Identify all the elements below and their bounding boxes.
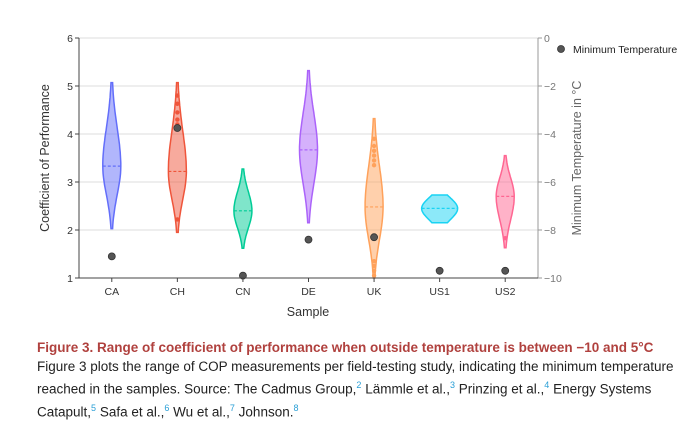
- legend-marker: [557, 45, 565, 53]
- outlier-point: [371, 163, 377, 168]
- reference-link[interactable]: 5: [91, 402, 97, 413]
- x-axis-label: Sample: [287, 305, 329, 319]
- caption-text: Safa et al.,: [96, 404, 165, 419]
- min-temperature-point: [173, 124, 182, 132]
- y2-tick-label: −6: [544, 177, 556, 189]
- y-axis-label: Coefficient of Performance: [38, 84, 52, 232]
- caption-body: Figure 3 plots the range of COP measurem…: [37, 357, 677, 421]
- violin-ch: [167, 81, 188, 234]
- y-tick-label: 1: [67, 273, 73, 285]
- outlier-point: [371, 268, 377, 273]
- y2-axis-label: Minimum Temperature in °C: [570, 81, 584, 236]
- y2-tick-label: 0: [544, 33, 550, 45]
- outlier-point: [371, 148, 377, 153]
- y-tick-label: 5: [67, 81, 73, 93]
- y-tick-label: 2: [67, 225, 73, 237]
- legend-label: Minimum Temperature: [573, 44, 677, 56]
- outlier-point: [175, 101, 180, 106]
- violin-us2: [495, 154, 515, 249]
- reference-link[interactable]: 7: [229, 402, 235, 413]
- caption-title: Figure 3. Range of coefficient of perfor…: [37, 340, 654, 355]
- legend[interactable]: Minimum Temperature: [557, 44, 678, 56]
- x-tick-label: UK: [367, 286, 382, 298]
- reference-link[interactable]: 2: [356, 380, 362, 390]
- min-temperature-point: [304, 235, 313, 244]
- y-tick-label: 3: [67, 177, 73, 189]
- outlier-point: [371, 143, 377, 149]
- violin-cn: [233, 168, 253, 249]
- y-tick-label: 6: [67, 33, 73, 45]
- outlier-point: [175, 117, 180, 122]
- outlier-point: [503, 235, 508, 241]
- violin-uk: [364, 117, 384, 279]
- caption-text: Prinzing et al.,: [455, 381, 545, 397]
- x-tick-label: DE: [301, 286, 316, 298]
- reference-link[interactable]: 4: [544, 380, 550, 390]
- outlier-point: [371, 273, 377, 278]
- min-temperature-point: [435, 266, 444, 275]
- min-temperature-point: [501, 266, 510, 275]
- min-temperature-point: [370, 233, 378, 242]
- outlier-point: [371, 136, 377, 141]
- figure-caption: Figure 3. Range of coefficient of perfor…: [37, 338, 677, 421]
- min-temperature-point: [107, 252, 116, 261]
- outlier-point: [371, 259, 377, 264]
- x-tick-label: US1: [429, 286, 450, 298]
- y-tick-label: 4: [67, 129, 73, 141]
- violin-de: [298, 69, 319, 224]
- outlier-point: [175, 110, 180, 115]
- caption-text: Figure 3 plots the range of COP measurem…: [37, 359, 674, 397]
- x-tick-label: CA: [104, 286, 119, 298]
- reference-link[interactable]: 8: [293, 402, 299, 413]
- caption-text: Lämmle et al.,: [361, 381, 450, 397]
- x-tick-label: US2: [495, 286, 516, 298]
- y2-tick-label: −10: [544, 273, 562, 285]
- outlier-point: [371, 158, 377, 163]
- violin-ca: [102, 81, 122, 230]
- outlier-point: [371, 263, 377, 269]
- violin-chart: 1 2 3 4 5 6 0 −2 −4 −6 −8 −10 CA CH CN DE UK US1 US2 Coeff…: [38, 33, 678, 319]
- outlier-point: [175, 93, 180, 98]
- x-tick-label: CH: [170, 286, 185, 298]
- reference-link[interactable]: 3: [449, 380, 455, 390]
- y2-tick-label: −8: [544, 225, 556, 237]
- y2-tick-label: −2: [544, 81, 556, 93]
- x-tick-label: CN: [235, 286, 250, 298]
- y2-tick-label: −4: [544, 129, 556, 141]
- caption-text: Wu et al.,: [169, 404, 230, 419]
- outlier-point: [371, 153, 377, 158]
- reference-link[interactable]: 6: [164, 402, 170, 413]
- caption-text: Energy Systems Catapult,: [37, 381, 652, 420]
- outlier-point: [175, 217, 180, 222]
- caption-text: Johnson.: [234, 404, 294, 419]
